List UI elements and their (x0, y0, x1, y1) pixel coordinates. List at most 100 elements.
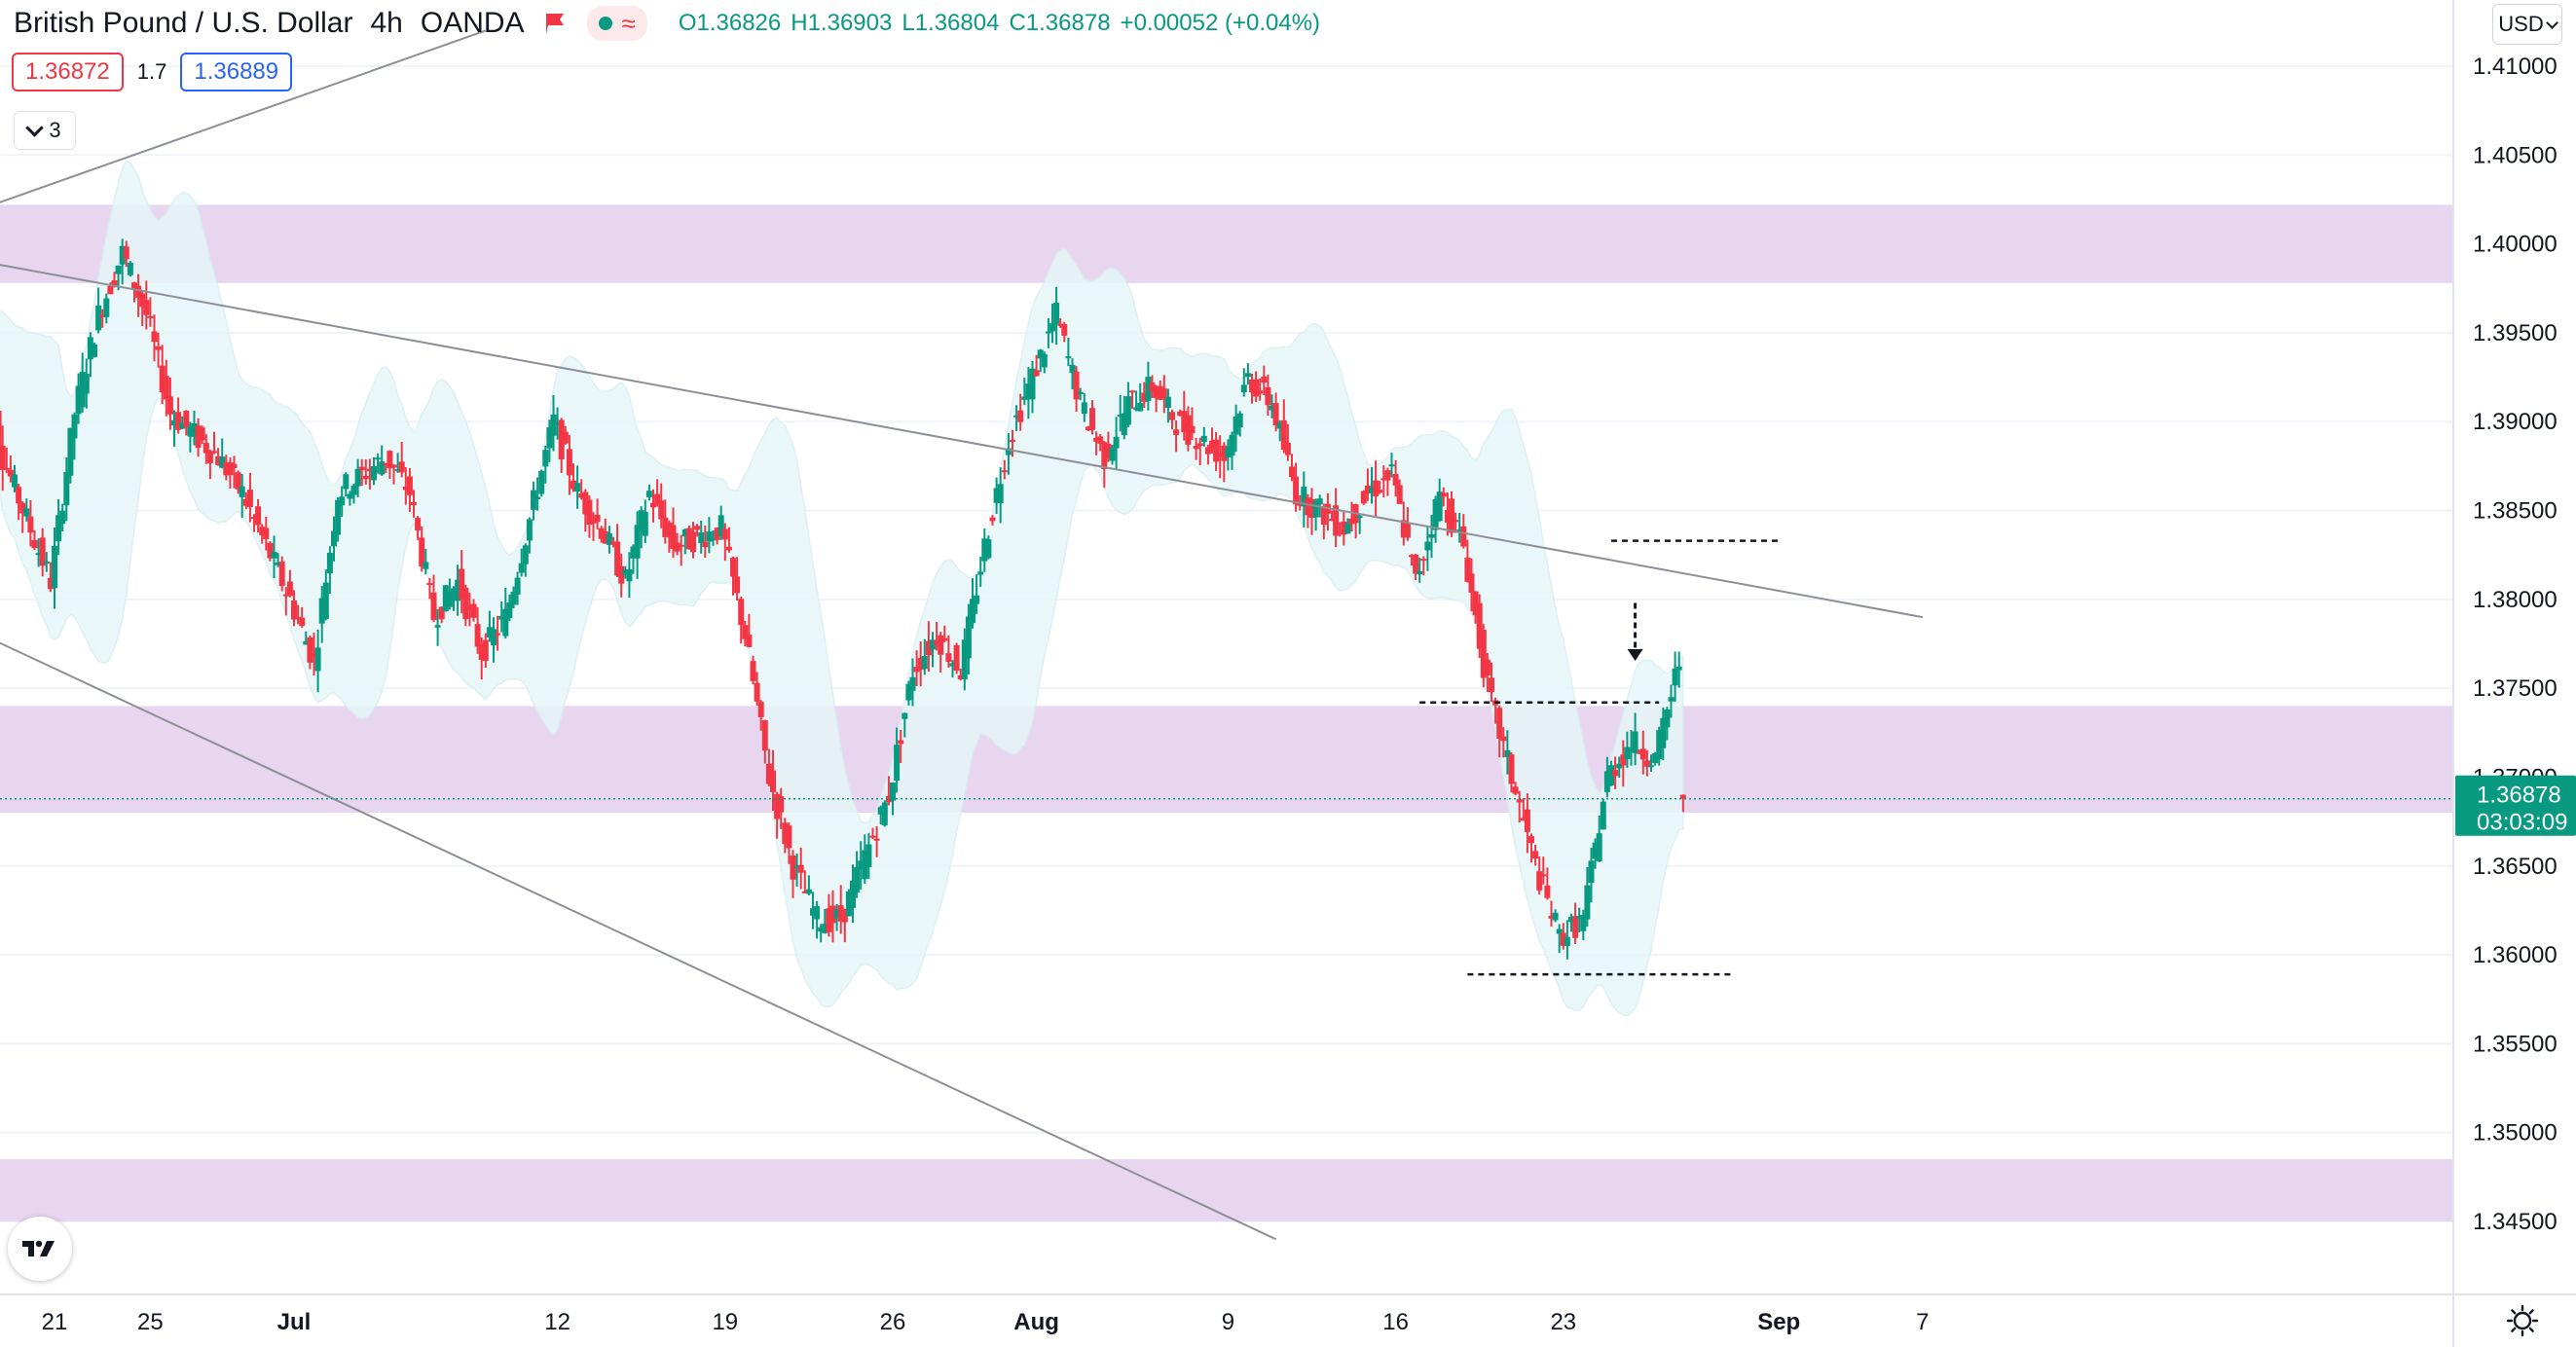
candle (917, 658, 924, 671)
price-axis-label: 1.36000 (2473, 942, 2558, 968)
candle (554, 422, 561, 425)
candle (1608, 765, 1614, 786)
candle (139, 293, 146, 308)
interval-label[interactable]: 4h (370, 7, 403, 39)
trend-line[interactable] (0, 635, 1277, 1241)
candle (1093, 437, 1100, 442)
candle (295, 617, 302, 620)
candle (1504, 749, 1511, 757)
candle (1117, 415, 1123, 418)
candle (474, 624, 481, 647)
candle (495, 633, 501, 636)
tradingview-logo[interactable] (8, 1217, 72, 1281)
candle (386, 451, 393, 469)
candle (941, 637, 948, 641)
candle (419, 537, 425, 567)
candle (953, 644, 960, 672)
candle (1269, 405, 1275, 411)
candle (267, 542, 274, 559)
trend-line[interactable] (0, 262, 1923, 619)
ohlc-values: O1.36826 H1.36903 L1.36804 C1.36878 +0.0… (679, 10, 1320, 37)
candle (1516, 799, 1523, 803)
indicators-toggle-button[interactable]: 3 (14, 111, 76, 150)
candle (1489, 677, 1494, 693)
currency-select[interactable]: USD (2492, 4, 2562, 45)
candle (1540, 874, 1547, 877)
candle (890, 783, 896, 801)
candle (822, 924, 828, 933)
candle (1369, 487, 1375, 493)
candle (1261, 376, 1268, 383)
candle (902, 712, 908, 719)
sell-price-button[interactable]: 1.36872 (12, 53, 124, 91)
candle (1588, 860, 1595, 884)
candle (1377, 490, 1383, 493)
candle (550, 414, 557, 436)
candle (211, 451, 217, 454)
trend-line[interactable] (0, 29, 487, 208)
candle (670, 525, 677, 549)
candle (227, 462, 234, 476)
candle (339, 496, 346, 506)
candle (645, 491, 652, 497)
candle (286, 581, 293, 597)
candle (614, 541, 621, 576)
candle (1089, 408, 1095, 430)
candle (506, 602, 513, 619)
market-status-pill[interactable]: ≈ (586, 6, 647, 41)
candle (678, 544, 684, 547)
candle (598, 528, 605, 539)
buy-price-button[interactable]: 1.36889 (180, 53, 293, 91)
candle (1013, 415, 1020, 418)
candle (303, 640, 310, 645)
candle (782, 822, 789, 845)
candle (1153, 386, 1159, 398)
candle (714, 528, 720, 540)
candle (39, 537, 46, 566)
candle (398, 461, 405, 473)
candle (1101, 442, 1108, 469)
symbol-title[interactable]: British Pound / U.S. Dollar (14, 7, 353, 39)
candle (630, 546, 637, 559)
candle (586, 499, 593, 526)
candle (662, 517, 669, 538)
candle (1400, 520, 1407, 538)
candle (1077, 391, 1084, 395)
candle (111, 280, 118, 286)
time-axis-label: 21 (42, 1309, 68, 1335)
candle (1603, 771, 1610, 792)
support-resistance-zone (0, 706, 2453, 813)
candle (1436, 491, 1443, 522)
candle (1308, 498, 1315, 519)
candle (1464, 558, 1471, 582)
candle (1624, 746, 1631, 759)
candle (742, 625, 749, 639)
time-axis-label: 26 (880, 1309, 906, 1335)
candle (1675, 666, 1682, 671)
open-value: O1.36826 (678, 10, 782, 36)
candle (1656, 730, 1663, 760)
gear-icon[interactable] (2506, 1304, 2539, 1337)
candle (1240, 384, 1247, 393)
candle (1356, 516, 1363, 519)
time-axis-label: 19 (712, 1309, 738, 1335)
candle (1344, 523, 1351, 534)
candle (681, 528, 688, 537)
market-open-dot-icon (598, 17, 612, 30)
candle (582, 491, 589, 515)
candle (486, 627, 493, 637)
candle (1221, 445, 1228, 461)
candle (750, 661, 756, 681)
candle (307, 637, 313, 663)
candle (103, 298, 110, 317)
candle (166, 396, 173, 415)
candle (1672, 668, 1678, 686)
flag-icon[interactable] (542, 11, 570, 36)
candle (1524, 809, 1530, 832)
candle (526, 519, 533, 541)
candle (1189, 425, 1196, 434)
candle (1428, 533, 1435, 538)
last-price-tag (2455, 775, 2576, 836)
candle (47, 577, 54, 590)
